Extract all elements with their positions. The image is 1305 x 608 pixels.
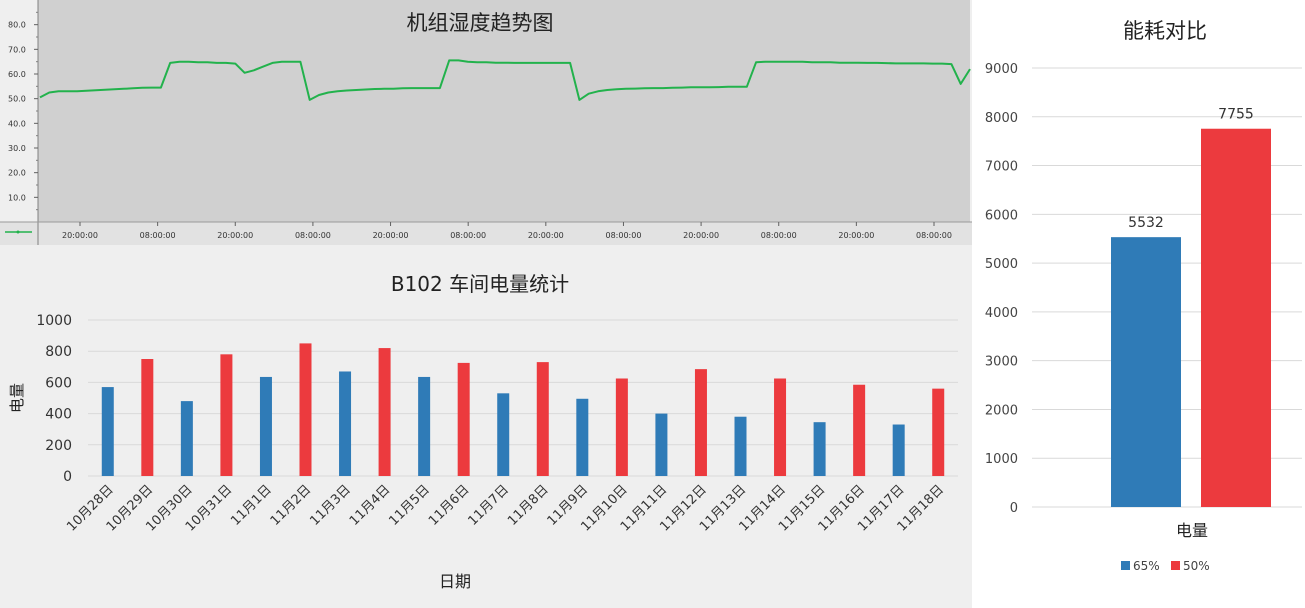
- energy-legend-label: 50%: [1183, 559, 1210, 573]
- trend-y-tick-label: 20.0: [8, 169, 26, 178]
- energy-y-tick-label: 7000: [985, 160, 1018, 175]
- daily-bar: [378, 348, 391, 476]
- daily-bar: [655, 413, 668, 476]
- trend-x-tick-label: 20:00:00: [683, 231, 719, 240]
- daily-y-axis-label: 电量: [8, 383, 26, 413]
- trend-y-tick-label: 70.0: [8, 45, 26, 54]
- daily-bar: [892, 424, 905, 476]
- trend-plot-area: [38, 0, 970, 222]
- energy-data-label: 7755: [1218, 107, 1254, 123]
- energy-bar-65%: [1111, 237, 1181, 508]
- energy-bar-50%: [1201, 128, 1271, 507]
- trend-y-tick-label: 40.0: [8, 119, 26, 128]
- energy-y-tick-label: 8000: [985, 111, 1018, 126]
- trend-x-tick-label: 20:00:00: [217, 231, 253, 240]
- daily-y-tick-label: 800: [45, 344, 72, 360]
- energy-y-tick-label: 5000: [985, 257, 1018, 272]
- trend-chart-title: 机组湿度趋势图: [407, 11, 554, 35]
- trend-y-tick-label: 10.0: [8, 193, 26, 202]
- trend-x-tick-label: 08:00:00: [916, 231, 952, 240]
- energy-comparison-svg: 能耗对比 0 1000 2000 3000 4000 5000 6000 7000 8000 900…: [972, 0, 1305, 608]
- daily-x-tick-label: 11月6日: [426, 482, 473, 529]
- daily-bar: [299, 343, 312, 476]
- energy-y-tick-label: 0: [1010, 501, 1018, 516]
- trend-series-line: [39, 59, 971, 101]
- daily-y-tick-label: 0: [63, 469, 72, 485]
- daily-x-tick-label: 11月2日: [268, 482, 315, 529]
- daily-x-tick-label: 11月1日: [228, 482, 275, 529]
- energy-x-tick-label: 电量: [1176, 521, 1208, 540]
- trend-x-tick-label: 08:00:00: [295, 231, 331, 240]
- daily-electricity-chart: B102 车间电量统计 0 200 400 600 800 1000 10月28日 10月29日…: [0, 245, 972, 608]
- daily-bar: [141, 359, 154, 476]
- trend-x-tick-label: 20:00:00: [373, 231, 409, 240]
- trend-x-tick-label: 20:00:00: [838, 231, 874, 240]
- trend-x-tick-label: 20:00:00: [528, 231, 564, 240]
- daily-x-axis-label: 日期: [439, 572, 471, 591]
- daily-bar: [536, 362, 549, 476]
- daily-x-tick-label: 11月4日: [347, 482, 394, 529]
- daily-x-tick-label: 11月3日: [307, 482, 354, 529]
- trend-y-tick-label: 80.0: [8, 21, 26, 30]
- daily-bar: [774, 378, 787, 476]
- daily-y-tick-label: 400: [45, 407, 72, 423]
- daily-bar: [615, 378, 628, 476]
- trend-y-tick-label: 60.0: [8, 70, 26, 79]
- daily-bar: [813, 422, 826, 476]
- trend-legend-marker: [16, 230, 20, 234]
- energy-legend-swatch: [1121, 561, 1130, 570]
- daily-bar: [101, 387, 114, 476]
- daily-bar: [734, 416, 747, 476]
- daily-bar: [259, 376, 272, 476]
- trend-x-tick-label: 08:00:00: [450, 231, 486, 240]
- daily-bar: [694, 369, 707, 476]
- trend-x-tick-label: 08:00:00: [605, 231, 641, 240]
- daily-bar: [932, 388, 945, 476]
- humidity-trend-svg: 10.0 20.0 30.0 40.0 50.0 60.0 70.0 80.0 20:00:00…: [0, 0, 972, 245]
- daily-y-tick-label: 600: [45, 375, 72, 391]
- energy-comparison-chart: 能耗对比 0 1000 2000 3000 4000 5000 6000 7000 8000 900…: [972, 0, 1305, 608]
- daily-y-tick-label: 1000: [36, 313, 72, 329]
- daily-bar: [497, 393, 510, 476]
- daily-electricity-svg: B102 车间电量统计0200400600800100010月28日10月29日…: [8, 272, 958, 591]
- daily-chart-title: B102 车间电量统计: [391, 272, 569, 296]
- daily-x-tick-label: 11月5日: [386, 482, 433, 529]
- daily-x-tick-label: 11月7日: [466, 482, 513, 529]
- humidity-trend-chart: 10.0 20.0 30.0 40.0 50.0 60.0 70.0 80.0 20:00:00…: [0, 0, 972, 245]
- energy-y-tick-label: 4000: [985, 306, 1018, 321]
- daily-bar: [576, 398, 589, 476]
- trend-xaxis-band: [0, 222, 972, 245]
- energy-legend-swatch: [1171, 561, 1180, 570]
- daily-bar: [853, 384, 866, 476]
- energy-data-label: 5532: [1128, 215, 1164, 231]
- daily-bar: [457, 362, 470, 476]
- daily-bar: [180, 401, 193, 476]
- trend-y-tick-label: 30.0: [8, 144, 26, 153]
- daily-bar: [418, 376, 431, 476]
- daily-bar: [339, 371, 352, 476]
- daily-bar: [220, 354, 233, 476]
- energy-y-tick-label: 2000: [985, 403, 1018, 418]
- energy-y-tick-label: 1000: [985, 452, 1018, 467]
- energy-legend-label: 65%: [1133, 559, 1160, 573]
- trend-y-tick-label: 50.0: [8, 95, 26, 104]
- energy-y-tick-label: 3000: [985, 355, 1018, 370]
- energy-chart-title: 能耗对比: [1123, 19, 1207, 43]
- daily-x-tick-label: 11月8日: [505, 482, 552, 529]
- energy-y-tick-label: 6000: [985, 208, 1018, 223]
- energy-y-tick-label: 9000: [985, 62, 1018, 77]
- trend-x-tick-label: 08:00:00: [140, 231, 176, 240]
- daily-y-tick-label: 200: [45, 438, 72, 454]
- trend-x-tick-label: 08:00:00: [761, 231, 797, 240]
- trend-x-tick-label: 20:00:00: [62, 231, 98, 240]
